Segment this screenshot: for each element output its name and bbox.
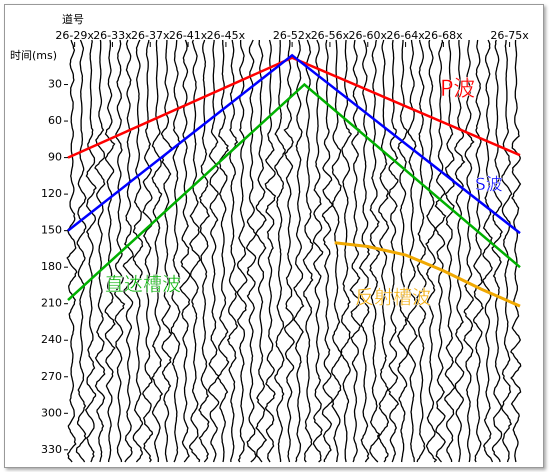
trace: [160, 40, 173, 463]
trace: [312, 39, 324, 463]
x-tick-label: 26-64x: [386, 29, 425, 42]
trace: [207, 39, 220, 463]
trace: [283, 39, 295, 463]
trace: [491, 39, 503, 463]
trace: [425, 39, 438, 463]
trace: [369, 39, 381, 463]
event-line: [67, 56, 521, 159]
y-tick-label: 210: [41, 297, 62, 310]
frame: [4, 4, 544, 468]
x-tick-label: 26-37x: [131, 29, 170, 42]
y-tick-label: 30: [48, 78, 62, 91]
trace: [321, 39, 334, 463]
trace: [236, 39, 248, 463]
trace: [416, 39, 427, 463]
trace: [189, 39, 201, 463]
trace: [245, 39, 257, 463]
event-line: [334, 241, 521, 308]
trace: [150, 39, 164, 462]
y-tick-label: 150: [41, 224, 62, 237]
trace: [302, 39, 314, 463]
x-tick-label: 26-56x: [311, 29, 350, 42]
trace: [170, 39, 181, 463]
series-label: P波: [440, 77, 475, 102]
y-tick-label: 240: [41, 333, 62, 346]
y-tick-label: 90: [48, 151, 62, 164]
trace: [331, 39, 342, 463]
event-line: [67, 53, 521, 235]
trace: [472, 39, 484, 463]
y-tick-label: 60: [48, 114, 62, 127]
series-label: S波: [475, 175, 503, 195]
trace: [217, 39, 230, 463]
trace: [444, 39, 456, 463]
trace: [434, 39, 447, 463]
trace: [132, 39, 144, 463]
series-label: 反射槽波: [355, 287, 431, 309]
trace: [500, 39, 513, 463]
trace: [122, 39, 134, 463]
trace: [75, 39, 87, 463]
x-tick-label: 26-68x: [424, 29, 463, 42]
trace: [274, 39, 286, 463]
event-line: [67, 82, 521, 302]
trace: [94, 39, 106, 463]
trace: [198, 39, 211, 463]
trace: [405, 39, 418, 463]
trace: [349, 39, 362, 463]
x-axis-label: 道号: [62, 12, 84, 26]
x-tick-label: 26-29x: [55, 29, 94, 42]
y-axis-label: 时间(ms): [10, 49, 57, 62]
y-tick-label: 180: [41, 260, 62, 273]
trace: [463, 39, 475, 463]
x-tick-label: 26-52x: [273, 29, 312, 42]
series-label: 直达槽波: [105, 274, 181, 296]
x-tick-label: 26-75x: [490, 29, 529, 42]
x-tick-label: 26-60x: [349, 29, 388, 42]
trace: [482, 39, 494, 463]
trace: [179, 39, 191, 463]
trace: [226, 39, 239, 463]
x-tick-label: 26-41x: [169, 29, 208, 42]
x-tick-label: 26-45x: [207, 29, 246, 42]
trace: [104, 39, 116, 463]
y-tick-label: 270: [41, 370, 62, 383]
y-tick-label: 300: [41, 406, 62, 419]
trace: [293, 39, 305, 463]
y-tick-label: 330: [41, 443, 62, 456]
trace: [510, 39, 522, 463]
y-tick-label: 120: [41, 187, 62, 200]
trace: [254, 40, 268, 463]
trace: [142, 39, 154, 463]
trace: [264, 39, 277, 463]
trace: [396, 40, 409, 463]
trace: [66, 39, 78, 463]
trace-wiggles: [66, 39, 522, 463]
trace: [340, 39, 353, 463]
trace: [358, 39, 371, 463]
trace: [84, 39, 97, 463]
x-tick-label: 26-33x: [93, 29, 132, 42]
trace: [454, 39, 466, 463]
